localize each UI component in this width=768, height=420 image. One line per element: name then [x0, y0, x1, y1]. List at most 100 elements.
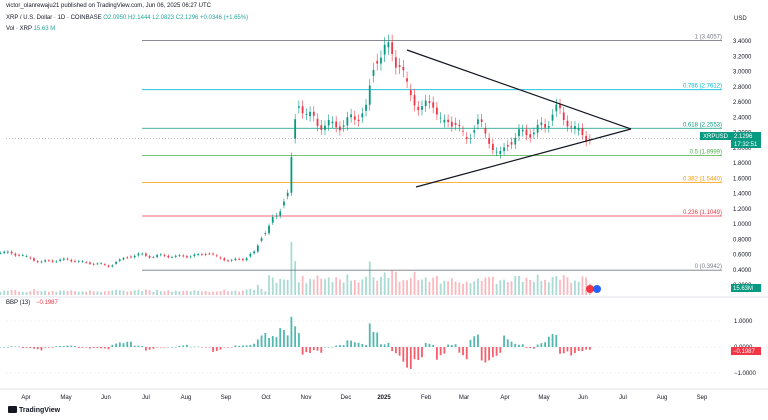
candle-body — [130, 256, 132, 258]
volume-bar — [514, 276, 517, 295]
osc-bar — [249, 344, 252, 347]
volume-bar — [167, 290, 170, 295]
candle-body — [189, 256, 192, 258]
price-tag-price: 2.1296 — [734, 134, 753, 140]
y-tick-label: 3.4000 — [733, 39, 752, 45]
volume-bar — [85, 291, 88, 295]
volume-bar — [465, 281, 468, 295]
osc-bar — [271, 336, 274, 347]
tradingview-logo[interactable]: TradingView — [8, 406, 60, 414]
osc-bar — [103, 347, 106, 349]
volume-bar — [215, 291, 218, 295]
currency-label: USD — [734, 16, 747, 22]
candle-body — [436, 107, 438, 115]
osc-bar — [391, 347, 394, 352]
osc-bar — [242, 345, 244, 347]
osc-bar — [163, 347, 166, 348]
volume-bar — [387, 277, 390, 295]
volume-bar — [506, 282, 509, 295]
osc-bar — [182, 345, 185, 347]
volume-bar — [290, 241, 293, 295]
osc-bar — [581, 347, 584, 351]
osc-bar — [320, 347, 323, 353]
volume-bar — [577, 281, 580, 295]
volume-bar — [118, 290, 121, 295]
osc-bar — [171, 346, 173, 348]
volume-bar — [159, 291, 162, 295]
osc-bar — [559, 347, 561, 354]
candle-body — [316, 118, 319, 127]
candle-body — [339, 126, 341, 131]
volume-bar — [417, 280, 420, 295]
candle-body — [447, 119, 449, 122]
osc-bar — [145, 347, 147, 351]
osc-bar — [256, 339, 259, 347]
osc-bar — [305, 347, 308, 353]
candle-body — [570, 126, 573, 128]
candle-body — [48, 260, 50, 262]
volume-bar — [428, 281, 431, 295]
volume-bar — [130, 291, 132, 295]
osc-bar — [238, 345, 241, 347]
x-tick-label: Jul — [142, 395, 150, 401]
volume-bar — [533, 282, 535, 295]
y-tick-label: 3.2000 — [733, 54, 752, 60]
candle-body — [100, 263, 103, 265]
candlesticks — [0, 34, 591, 268]
osc-bar — [562, 347, 565, 354]
osc-bar — [521, 344, 524, 347]
candle-body — [540, 122, 543, 125]
candle-body — [204, 254, 207, 255]
candle-body — [77, 261, 80, 263]
volume-bar — [346, 274, 349, 295]
volume-bar — [234, 290, 237, 295]
candle-body — [36, 261, 39, 263]
candle-body — [555, 104, 558, 112]
candle-body — [145, 253, 147, 256]
symbol-title: XRP / U.S. Dollar · 1D · COINBASE — [6, 15, 102, 21]
volume-bar — [324, 279, 326, 295]
osc-bar — [301, 347, 304, 355]
volume-bar — [551, 276, 554, 295]
oscillator-tag: −0.1987 — [731, 347, 761, 355]
candle-body — [428, 101, 431, 103]
candle-body — [174, 255, 177, 257]
volume-bar — [436, 275, 438, 295]
candle-body — [353, 116, 356, 120]
price-tag-symbol: XRPUSD — [703, 134, 729, 140]
flag-icon[interactable] — [586, 285, 601, 293]
candle-body — [402, 66, 405, 71]
osc-bar — [428, 343, 431, 347]
fib-label: 0.236 (1.1049) — [683, 210, 722, 216]
candle-body — [495, 151, 498, 153]
candle-body — [484, 128, 487, 134]
osc-bar — [156, 347, 158, 348]
volume-bar — [3, 290, 6, 295]
candle-body — [480, 119, 483, 122]
volume-bar — [525, 277, 528, 295]
volume-bar — [186, 290, 188, 295]
candle-body — [305, 113, 308, 115]
ohlc-legend: XRP / U.S. Dollar · 1D · COINBASE O2.095… — [6, 14, 248, 22]
candle-body — [178, 255, 181, 257]
osc-bar — [514, 343, 517, 347]
osc-bar — [40, 347, 43, 351]
candle-body — [473, 130, 476, 133]
volume-bar — [372, 277, 375, 295]
volume-bar — [566, 277, 569, 295]
volume-bar — [286, 279, 289, 295]
osc-bar — [570, 347, 573, 356]
volume-bar — [547, 282, 550, 295]
candle-body — [33, 258, 35, 261]
volume-bar — [559, 279, 561, 295]
osc-bar — [491, 347, 494, 358]
osc-bar — [245, 345, 248, 347]
volume-bar — [212, 291, 214, 295]
x-tick-label: May — [538, 395, 549, 401]
volume-bar — [197, 290, 200, 295]
volume-tag-value: 15.63M — [733, 286, 753, 292]
candle-body — [462, 130, 464, 132]
osc-bar — [0, 347, 2, 348]
osc-bar — [275, 337, 278, 347]
